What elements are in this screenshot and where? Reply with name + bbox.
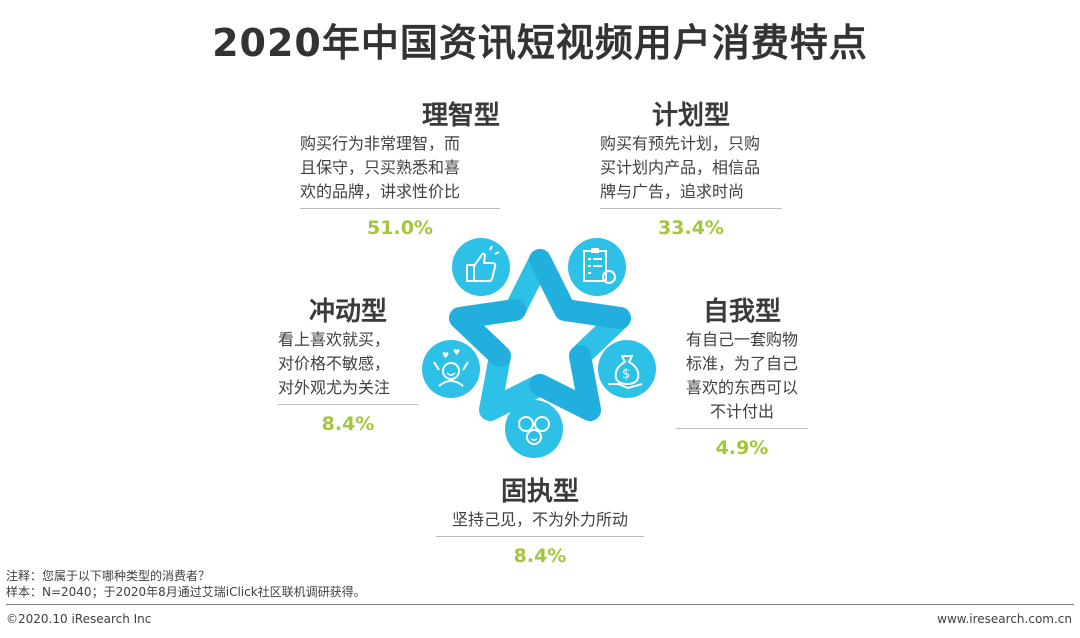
type-description: 购买行为非常理智，而 且保守，只买熟悉和喜 欢的品牌，讲求性价比	[300, 134, 461, 201]
star-graphic	[449, 249, 631, 421]
type-name: 计划型	[651, 101, 730, 131]
type-percent: 51.0%	[367, 217, 433, 239]
type-description: 购买有预先计划，只购 买计划内产品，相信品 牌与广告，追求时尚	[600, 134, 761, 201]
people-icon	[505, 400, 563, 458]
divider	[436, 536, 644, 537]
type-percent: 8.4%	[513, 545, 567, 567]
svg-text:$: $	[622, 367, 630, 382]
divider	[600, 208, 782, 209]
type-block-stubborn: 固执型 坚持己见，不为外力所动 8.4%	[436, 476, 644, 569]
star-segment-shade	[449, 299, 526, 367]
svg-text:♥: ♥	[442, 351, 449, 360]
type-block-self: 自我型 有自己一套购物 标准，为了自己 喜欢的东西可以 不计付出 4.9%	[676, 296, 808, 461]
copyright: ©2020.10 iResearch Inc	[6, 612, 152, 626]
type-block-planned: 计划型 购买有预先计划，只购 买计划内产品，相信品 牌与广告，追求时尚 33.4…	[600, 100, 782, 241]
type-description: 看上喜欢就买， 对价格不敏感， 对外观尤为关注	[278, 330, 391, 397]
footer-divider	[6, 604, 1074, 605]
thumbs-up-icon	[452, 238, 510, 296]
checklist-icon	[568, 238, 626, 296]
svg-text:♥: ♥	[453, 348, 460, 357]
star-segment-shade	[529, 249, 631, 329]
divider	[300, 208, 500, 209]
money-bag-icon: $	[598, 340, 656, 398]
type-percent: 4.9%	[715, 437, 769, 459]
sample-text: 样本：N=2040；于2020年8月通过艾瑞iClick社区联机调研获得。	[6, 585, 366, 599]
divider	[676, 428, 808, 429]
site-url: www.iresearch.com.cn	[937, 612, 1072, 626]
note-text: 注释：您属于以下哪种类型的消费者？	[6, 569, 211, 583]
type-name: 冲动型	[308, 297, 387, 327]
happy-person-icon: ♥ ♥	[422, 340, 480, 398]
footnotes: 注释：您属于以下哪种类型的消费者？ 样本：N=2040；于2020年8月通过艾瑞…	[6, 568, 366, 600]
type-description: 有自己一套购物 标准，为了自己 喜欢的东西可以 不计付出	[685, 330, 798, 421]
divider	[278, 404, 418, 405]
type-name: 自我型	[702, 297, 781, 327]
type-name: 固执型	[500, 477, 579, 507]
type-percent: 8.4%	[321, 413, 375, 435]
type-block-rational: 理智型 购买行为非常理智，而 且保守，只买熟悉和喜 欢的品牌，讲求性价比 51.…	[300, 100, 500, 241]
type-description: 坚持己见，不为外力所动	[451, 510, 628, 529]
star-segment-shade	[529, 345, 601, 421]
page-title: 2020年中国资讯短视频用户消费特点	[212, 21, 868, 65]
type-block-impulsive: 冲动型 看上喜欢就买， 对价格不敏感， 对外观尤为关注 8.4%	[278, 296, 418, 437]
type-percent: 33.4%	[658, 217, 724, 239]
type-name: 理智型	[421, 101, 500, 131]
